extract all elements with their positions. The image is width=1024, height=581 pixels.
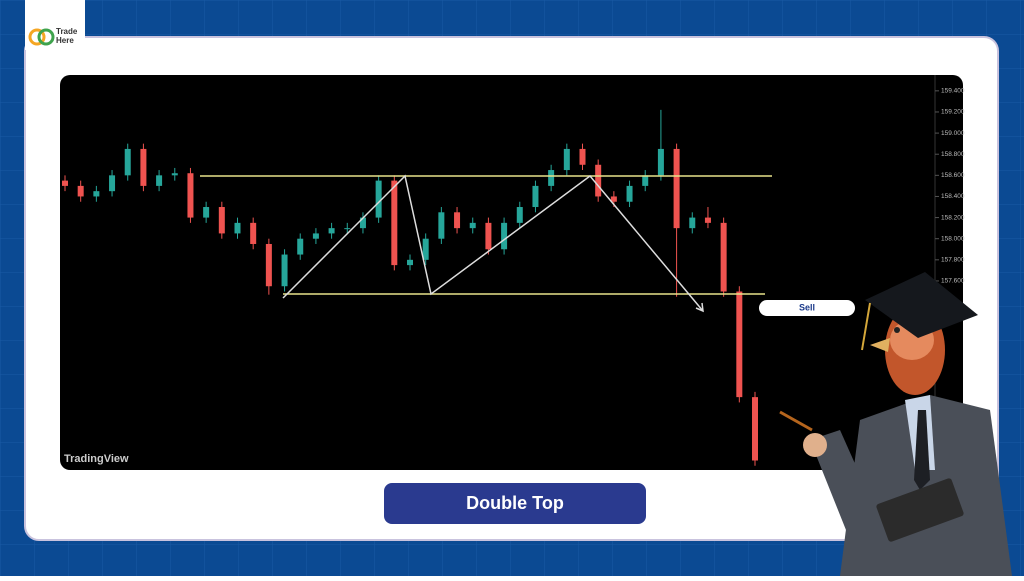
price-axis: 159.400 159.200 159.000 158.800 158.600 158.4… [935,88,965,285]
pattern-line [282,174,704,312]
candle-body [516,207,523,223]
y-tick-label: 158.200 [941,214,965,221]
candle-body [187,173,194,218]
candle-body [689,217,696,229]
candle-body [610,196,617,202]
caption: Double Top [466,493,564,513]
candle-body [344,228,351,230]
candle-body [595,164,602,197]
candle-body [140,148,147,186]
y-tick-label: 158.600 [941,172,965,179]
y-tick-label: 158.000 [941,235,965,242]
sell-label: Sell [799,302,815,312]
y-tick-label: 158.400 [941,193,965,200]
candle-body [203,207,210,218]
sell-label-box [759,300,855,316]
mascot [779,272,1012,576]
y-tick-label: 158.800 [941,151,965,158]
candles [62,109,758,466]
logo-text: Trade [56,27,78,36]
candle-body [297,238,304,255]
candle-body [563,148,570,171]
candle-body [469,222,476,229]
watermark: TradingView [64,453,129,465]
candle-body [328,228,335,234]
candle-body [438,212,445,239]
candle-body [218,207,225,234]
candle-body [642,175,649,186]
candle-body [720,222,727,292]
candle-body [407,259,413,266]
arrow-head [695,302,704,313]
candle-body [736,291,743,398]
candle-body [657,148,664,176]
y-tick-label: 159.400 [941,88,965,95]
y-tick-label: 159.200 [941,109,965,116]
candle-body [626,185,633,202]
candle-body [454,212,461,229]
logo-icon [37,28,55,46]
y-tick-label: 159.000 [941,130,965,137]
logo-box [25,0,85,50]
candle-body [375,180,382,218]
candle-body [752,397,758,461]
candle-body [265,243,272,287]
candle-body [234,222,241,234]
candle-body [673,148,680,229]
candle-body [109,175,116,192]
candle-body [485,222,492,250]
y-tick-label: 157.800 [941,257,965,264]
candle-body [171,173,178,176]
candle-body [359,217,366,229]
candle-body [156,175,163,186]
candle-body [501,222,508,250]
candle-body [532,185,539,208]
candle-body [62,180,68,186]
caption-box [384,483,646,524]
chart-area [60,75,963,470]
candle-body [312,233,319,239]
candle-body [77,185,84,197]
candle-body [250,222,257,244]
candle-body [281,254,288,287]
candle-body [704,217,711,223]
logo-icon [28,28,46,46]
logo-text: Here [56,36,74,45]
candle-body [93,191,100,197]
y-tick-label: 157.600 [941,278,965,285]
candle-body [548,170,555,186]
candle-body [422,238,429,260]
candle-body [391,180,398,266]
candle-body [579,148,586,165]
candle-body [124,148,131,176]
